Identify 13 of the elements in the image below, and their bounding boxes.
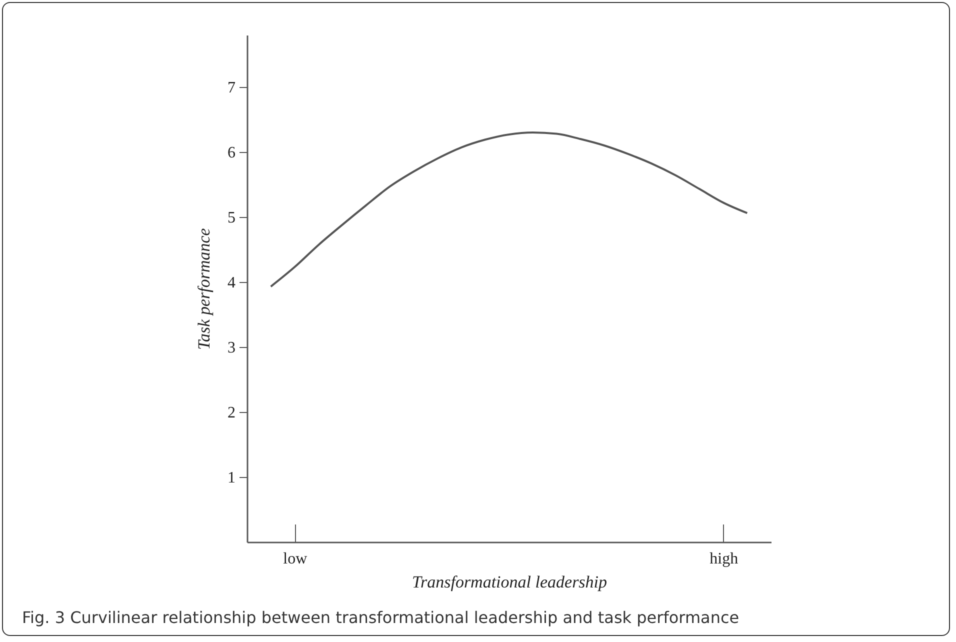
y-tick-label: 4 xyxy=(228,274,236,292)
x-tick-label: low xyxy=(283,550,308,568)
x-axis-title: Transformational leadership xyxy=(412,572,608,592)
y-tick-label: 7 xyxy=(228,80,236,96)
line-series xyxy=(270,132,748,288)
y-tick-label: 6 xyxy=(228,144,236,162)
y-tick-label: 3 xyxy=(228,340,236,356)
y-tick-label: 1 xyxy=(228,470,236,486)
y-axis-title: Task performance xyxy=(194,228,214,350)
y-tick-label: 5 xyxy=(228,210,236,226)
caption: Fig. 3 Curvilinear relationship between transformational leadership and task performance xyxy=(22,608,740,627)
x-tick-label: high xyxy=(710,550,738,568)
y-tick-label: 2 xyxy=(228,404,236,422)
